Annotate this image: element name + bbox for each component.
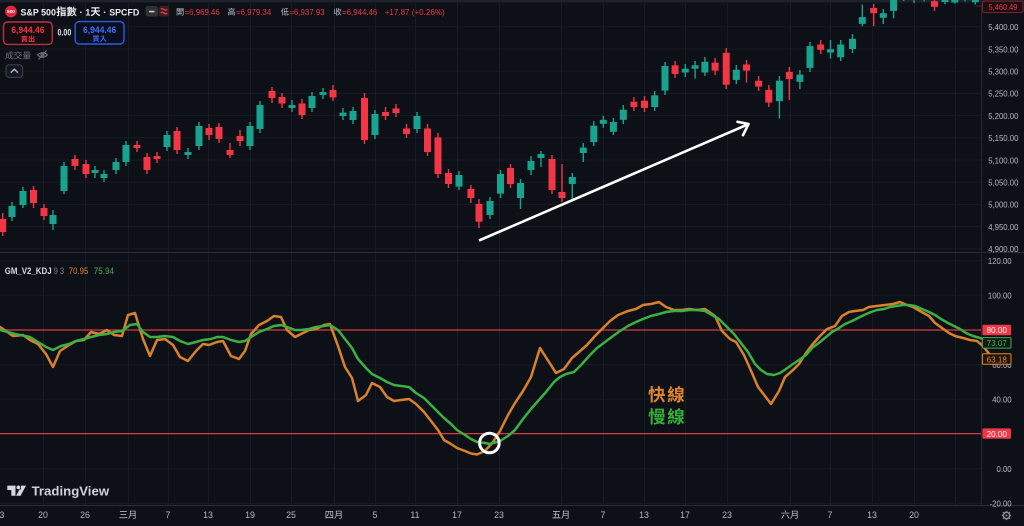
svg-text:=6,937.93: =6,937.93 <box>289 7 325 17</box>
svg-text:26: 26 <box>80 510 90 520</box>
svg-text:3: 3 <box>0 510 5 520</box>
svg-text:0.00: 0.00 <box>58 27 72 37</box>
svg-text:7: 7 <box>166 510 171 520</box>
svg-text:70.95: 70.95 <box>69 266 89 276</box>
svg-text:1: 1 <box>85 7 91 18</box>
svg-text:20.00: 20.00 <box>987 430 1008 439</box>
svg-text:500: 500 <box>7 9 15 14</box>
svg-text:60.00: 60.00 <box>992 360 1012 370</box>
svg-text:TradingView: TradingView <box>32 483 110 498</box>
svg-text:-20.00: -20.00 <box>990 499 1012 509</box>
svg-text:9 3: 9 3 <box>54 266 65 276</box>
svg-text:13: 13 <box>203 510 213 520</box>
svg-text:17: 17 <box>452 510 462 520</box>
svg-text:6,944.46: 6,944.46 <box>83 25 116 36</box>
svg-text:80.00: 80.00 <box>987 326 1008 335</box>
svg-text:5: 5 <box>373 510 378 520</box>
svg-text:+17.87 (+0.26%): +17.87 (+0.26%) <box>385 7 445 17</box>
svg-text:S&P 500: S&P 500 <box>21 7 56 18</box>
svg-text:19: 19 <box>245 510 255 520</box>
svg-text:5,050.00: 5,050.00 <box>988 178 1018 188</box>
svg-text:120.00: 120.00 <box>988 256 1012 266</box>
svg-text:=6,944.46: =6,944.46 <box>342 7 378 17</box>
svg-text:·: · <box>79 7 82 18</box>
svg-text:5,350.00: 5,350.00 <box>988 44 1018 54</box>
svg-text:4,900.00: 4,900.00 <box>988 244 1018 254</box>
svg-text:=6,969.46: =6,969.46 <box>185 7 221 17</box>
svg-text:5,100.00: 5,100.00 <box>988 155 1018 165</box>
svg-text:11: 11 <box>410 510 419 520</box>
svg-text:4,950.00: 4,950.00 <box>988 222 1018 232</box>
svg-text:=6,979.34: =6,979.34 <box>236 7 272 17</box>
svg-text:GM_V2_KDJ: GM_V2_KDJ <box>5 266 52 276</box>
svg-text:63.18: 63.18 <box>987 355 1008 364</box>
svg-text:23: 23 <box>722 510 732 520</box>
svg-text:5,200.00: 5,200.00 <box>988 111 1018 121</box>
svg-text:·: · <box>103 7 106 18</box>
svg-text:6,944.46: 6,944.46 <box>11 25 44 36</box>
svg-text:5,460.49: 5,460.49 <box>989 2 1018 12</box>
svg-text:0.00: 0.00 <box>997 464 1012 474</box>
svg-text:75.94: 75.94 <box>94 266 114 276</box>
svg-text:73.07: 73.07 <box>987 339 1008 348</box>
svg-text:SPCFD: SPCFD <box>109 7 139 18</box>
svg-text:5,300.00: 5,300.00 <box>988 67 1018 77</box>
svg-text:25: 25 <box>286 510 296 520</box>
svg-text:40.00: 40.00 <box>992 395 1012 405</box>
svg-text:23: 23 <box>494 510 504 520</box>
svg-text:5,150.00: 5,150.00 <box>988 133 1018 143</box>
svg-text:13: 13 <box>639 510 649 520</box>
svg-text:20: 20 <box>909 510 919 520</box>
svg-text:5,250.00: 5,250.00 <box>988 89 1018 99</box>
svg-text:7: 7 <box>601 510 606 520</box>
svg-text:7: 7 <box>828 510 833 520</box>
svg-text:13: 13 <box>867 510 877 520</box>
svg-text:100.00: 100.00 <box>988 291 1012 301</box>
svg-text:17: 17 <box>680 510 690 520</box>
svg-text:20: 20 <box>38 510 48 520</box>
svg-text:5,000.00: 5,000.00 <box>988 200 1018 210</box>
svg-text:5,400.00: 5,400.00 <box>988 22 1018 32</box>
